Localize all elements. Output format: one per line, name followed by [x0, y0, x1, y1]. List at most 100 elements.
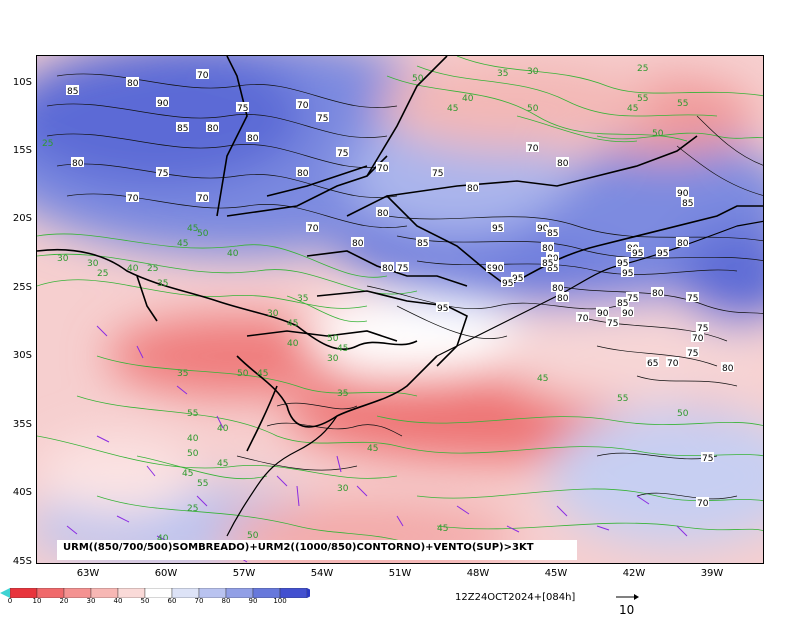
- contour-label-bg: [676, 187, 689, 197]
- contour-label-green: 45: [627, 104, 638, 114]
- contour-label-black: 65: [647, 359, 658, 369]
- contour-label-green: 45: [367, 444, 378, 454]
- colorbar-tick-label: 30: [86, 597, 96, 605]
- contour-label-bg: [436, 302, 449, 312]
- contour-label-bg: [511, 272, 524, 282]
- colorbar-tick-label: 50: [140, 597, 150, 605]
- colorbar-low-arrow: [0, 588, 10, 598]
- contour-label-black: 80: [297, 169, 309, 179]
- contour-label-black: 80: [377, 209, 389, 219]
- contour-label-black: 75: [157, 169, 168, 179]
- contour-label-black: 85: [177, 124, 188, 134]
- latitude-label: 45S: [12, 556, 32, 567]
- contour-label-bg: [501, 277, 514, 287]
- contour-label-black: 95: [657, 249, 668, 259]
- contour-label-black: 80: [542, 244, 554, 254]
- contour-label-black: 75: [702, 454, 713, 464]
- contour-label-green: 45: [187, 224, 198, 234]
- contour-label-bg: [416, 237, 429, 247]
- contour-label-bg: [546, 227, 559, 237]
- contour-label-green: 45: [447, 104, 458, 114]
- contour-label-bg: [306, 222, 319, 232]
- latitude-label: 35S: [12, 419, 32, 430]
- contour-label-green: 25: [187, 504, 198, 514]
- contour-label-black: 80: [382, 264, 394, 274]
- rh-contours-green: [37, 56, 763, 547]
- contour-label-black: 75: [397, 264, 408, 274]
- contour-label-black: 80: [722, 364, 734, 374]
- contour-label-green: 30: [337, 484, 349, 494]
- contour-label-green: 40: [157, 534, 169, 544]
- contour-label-bg: [316, 112, 329, 122]
- contour-label-black: 85: [417, 239, 428, 249]
- contour-label-green: 55: [677, 99, 688, 109]
- contour-label-green: 45: [437, 524, 448, 534]
- contour-label-green: 30: [57, 254, 69, 264]
- contour-label-bg: [701, 452, 714, 462]
- contour-label-bg: [646, 357, 659, 367]
- contour-label-green: 35: [157, 279, 168, 289]
- contour-label-bg: [576, 312, 589, 322]
- colorbar-tick-label: 80: [221, 597, 231, 605]
- colorbar-tick-label: 20: [59, 597, 69, 605]
- vector-reference-label: 10: [619, 603, 635, 617]
- contour-label-bg: [66, 85, 79, 95]
- contour-label-black: 70: [307, 224, 319, 234]
- contour-label-green: 50: [327, 334, 339, 344]
- contour-label-bg: [381, 262, 394, 272]
- contour-label-green: 30: [267, 309, 279, 319]
- latitude-label: 10S: [12, 77, 32, 88]
- contour-label-bg: [126, 192, 139, 202]
- contour-label-black: 90: [537, 224, 549, 234]
- rh-contours-black: [46, 73, 763, 500]
- contour-label-black: 80: [352, 239, 364, 249]
- contour-label-bg: [606, 317, 619, 327]
- contour-label-black: 75: [337, 149, 348, 159]
- colorbar-tick-label: 70: [194, 597, 204, 605]
- contour-label-black: 75: [697, 324, 708, 334]
- contour-label-bg: [556, 292, 569, 302]
- contour-label-bg: [541, 257, 554, 267]
- contour-label-bg: [296, 99, 309, 109]
- contour-label-black: 70: [297, 101, 309, 111]
- contour-label-black: 80: [207, 124, 219, 134]
- contour-label-green: 45: [537, 374, 548, 384]
- wind-vectors: [66, 325, 688, 563]
- contour-label-bg: [196, 192, 209, 202]
- contour-label-black: 70: [692, 334, 704, 344]
- contour-label-green: 45: [337, 344, 348, 354]
- contour-label-bg: [71, 157, 84, 167]
- contour-label-black: 90: [492, 264, 504, 274]
- contour-label-black: 70: [127, 194, 139, 204]
- contour-label-bg: [686, 347, 699, 357]
- contour-label-green: 25: [147, 264, 158, 274]
- contour-label-green: 50: [247, 531, 259, 541]
- contour-label-bg: [196, 69, 209, 79]
- longitude-label: 48W: [466, 568, 490, 579]
- latitude-label: 15S: [12, 145, 32, 156]
- longitude-label: 60W: [154, 568, 178, 579]
- contour-label-green: 30: [527, 67, 539, 77]
- contour-label-green: 45: [177, 239, 188, 249]
- map-caption: URM((850/700/500)SOMBREADO)+URM2((1000/8…: [57, 540, 577, 560]
- contour-label-green: 50: [677, 409, 689, 419]
- longitude-label: 45W: [544, 568, 568, 579]
- contour-label-green: 25: [97, 269, 108, 279]
- contour-label-black: 90: [157, 99, 169, 109]
- contour-label-black: 80: [677, 239, 689, 249]
- contour-label-bg: [651, 287, 664, 297]
- contour-label-green: 50: [237, 369, 249, 379]
- contour-label-green: 50: [412, 74, 424, 84]
- contour-label-bg: [616, 257, 629, 267]
- contour-label-green: 50: [652, 129, 664, 139]
- contour-label-bg: [626, 292, 639, 302]
- contour-label-bg: [236, 102, 249, 112]
- contour-label-black: 90: [677, 189, 689, 199]
- contour-label-black: 70: [527, 144, 539, 154]
- longitude-label: 51W: [388, 568, 412, 579]
- contour-label-black: 70: [697, 499, 709, 509]
- contour-label-bg: [656, 247, 669, 257]
- contour-label-bg: [666, 357, 679, 367]
- latitude-label: 20S: [12, 213, 32, 224]
- contour-label-black: 70: [197, 194, 209, 204]
